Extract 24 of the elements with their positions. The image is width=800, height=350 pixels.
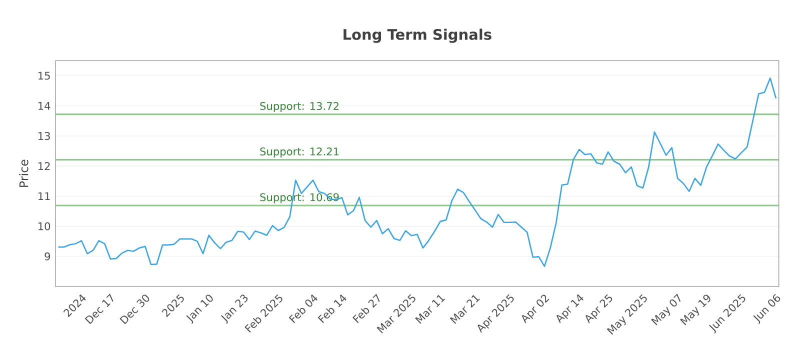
x-tick-label: Mar 11	[415, 295, 446, 324]
x-tick-label: Jun 06	[753, 294, 780, 324]
y-tick-label: 14	[38, 102, 50, 110]
x-tick-label: Apr 02	[522, 294, 550, 324]
x-tick-label: Feb 14	[318, 294, 346, 324]
y-tick-label: 12	[38, 162, 50, 170]
x-tick-label: Dec 30	[120, 294, 150, 324]
x-tick-label: Jan 10	[186, 294, 213, 324]
y-axis-title: Price	[19, 160, 28, 188]
y-tick-label: 9	[44, 252, 50, 260]
x-tick-label: Apr 25	[586, 294, 612, 324]
y-tick-label: 15	[38, 72, 50, 80]
y-tick-label: 13	[38, 132, 50, 140]
ref-line-label: Support: 13.72	[260, 102, 338, 112]
x-tick-label: Feb 04	[288, 294, 318, 324]
chart-title: Long Term Signals	[344, 28, 492, 43]
x-tick-label: Dec 17	[84, 294, 114, 324]
x-tick-label: Apr 14	[556, 294, 584, 324]
ref-line-label: Support: 12.21	[260, 148, 339, 158]
y-tick-label: 10	[38, 222, 50, 230]
y-tick-label: 11	[38, 192, 50, 200]
x-tick-label: Feb 27	[352, 294, 380, 324]
x-tick-label: Jan 23	[220, 294, 248, 324]
x-tick-label: Mar 21	[450, 295, 480, 324]
